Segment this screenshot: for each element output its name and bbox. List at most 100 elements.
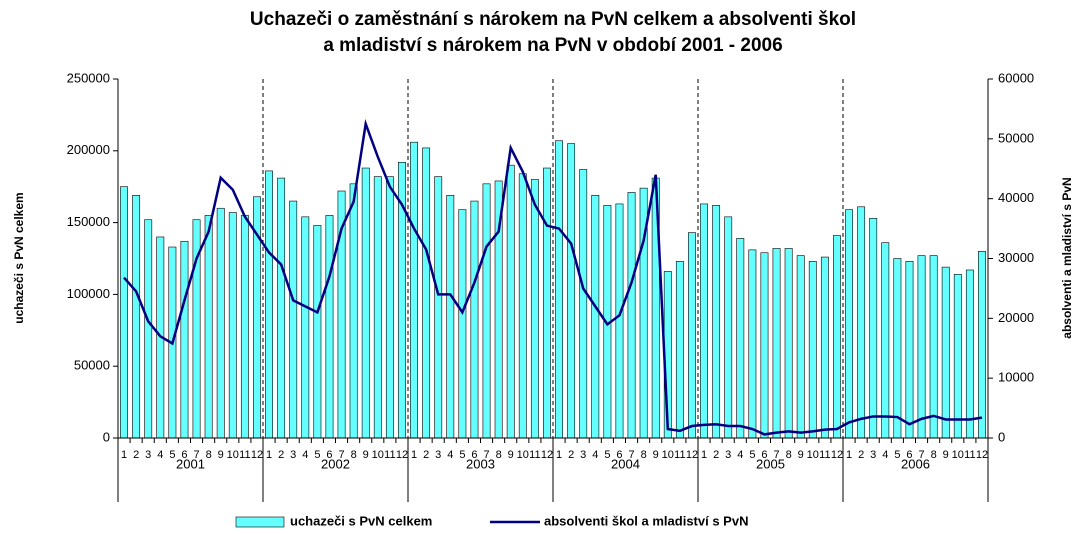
x-tick-label: 11 — [384, 449, 395, 461]
bar — [144, 219, 153, 439]
y2-tick-label: 0 — [998, 429, 1005, 444]
bar — [929, 255, 938, 439]
x-tick-label: 2 — [568, 449, 574, 461]
line — [123, 118, 983, 436]
bar — [579, 169, 588, 439]
x-tick-label: 2 — [278, 449, 284, 461]
x-tick-label: 5 — [459, 449, 465, 461]
x-tick-label: 1 — [556, 449, 562, 461]
x-tick-label: 11 — [239, 449, 250, 461]
y-tick-label: 50000 — [74, 358, 110, 373]
bar — [748, 249, 757, 439]
x-tick-label: 8 — [206, 449, 212, 461]
bar — [470, 200, 479, 439]
bar — [675, 261, 684, 439]
y2-axis-title: absolventi a mladiství s PvN — [1060, 177, 1074, 338]
bar — [228, 212, 237, 439]
x-tick-label: 7 — [193, 449, 199, 461]
y2-tick-label: 40000 — [998, 190, 1034, 205]
x-tick-label: 4 — [737, 449, 743, 461]
x-tick-label: 4 — [157, 449, 163, 461]
y-axis-title: uchazeči s PvN celkem — [12, 192, 26, 323]
bar — [857, 206, 866, 439]
x-tick-label: 9 — [508, 449, 514, 461]
x-tick-label: 12 — [831, 449, 843, 461]
chart-title: a mladiství s nárokem na PvN v období 20… — [323, 35, 782, 56]
x-tick-label: 10 — [517, 449, 529, 461]
bar — [555, 140, 563, 439]
y2-tick-label: 60000 — [998, 70, 1034, 85]
x-tick-label: 3 — [725, 449, 731, 461]
x-tick-label: 11 — [819, 449, 830, 461]
bar — [240, 215, 249, 439]
bar — [627, 192, 636, 439]
x-tick-label: 5 — [749, 449, 755, 461]
x-tick-label: 9 — [798, 449, 804, 461]
bar — [869, 217, 878, 439]
bar — [978, 251, 986, 439]
x-tick-label: 6 — [326, 449, 332, 461]
bar — [216, 207, 225, 439]
bar — [277, 177, 286, 439]
x-tick-label: 8 — [496, 449, 502, 461]
x-tick-label: 10 — [372, 449, 384, 461]
y-tick-label: 200000 — [67, 142, 110, 157]
x-tick-label: 6 — [761, 449, 767, 461]
bar — [518, 173, 527, 439]
x-tick-label: 4 — [882, 449, 888, 461]
y-tick-label: 0 — [103, 429, 110, 444]
bar — [760, 252, 769, 439]
group-label: 2003 — [466, 456, 495, 471]
bar — [385, 176, 394, 439]
bar — [120, 186, 128, 439]
x-tick-label: 9 — [653, 449, 659, 461]
x-tick-label: 6 — [181, 449, 187, 461]
bar — [941, 266, 950, 439]
bar — [736, 238, 745, 439]
group-label: 2004 — [611, 456, 640, 471]
x-tick-label: 8 — [786, 449, 792, 461]
bar — [724, 216, 733, 439]
bar — [180, 240, 189, 439]
y2-tick-label: 50000 — [998, 130, 1034, 145]
bar — [712, 205, 721, 439]
bar — [688, 232, 696, 439]
x-tick-label: 2 — [713, 449, 719, 461]
x-tick-label: 11 — [964, 449, 975, 461]
y2-tick-label: 30000 — [998, 250, 1034, 265]
bar — [820, 256, 829, 439]
x-tick-label: 3 — [290, 449, 296, 461]
bar — [313, 225, 322, 439]
x-tick-label: 7 — [338, 449, 344, 461]
x-tick-label: 1 — [411, 449, 417, 461]
bar — [446, 195, 455, 439]
bar — [772, 248, 781, 439]
bar — [591, 195, 600, 439]
x-tick-label: 1 — [846, 449, 852, 461]
x-tick-label: 5 — [169, 449, 175, 461]
legend-label: absolventi škol a mladiství s PvN — [544, 513, 748, 528]
x-tick-label: 4 — [302, 449, 308, 461]
bar — [506, 164, 515, 439]
x-tick-label: 2 — [858, 449, 864, 461]
x-tick-label: 8 — [931, 449, 937, 461]
x-tick-label: 9 — [218, 449, 224, 461]
x-tick-label: 9 — [943, 449, 949, 461]
bar — [530, 179, 539, 439]
bar — [410, 141, 418, 439]
bar — [953, 273, 962, 439]
bar — [567, 143, 576, 439]
x-tick-label: 4 — [592, 449, 598, 461]
x-tick-label: 3 — [435, 449, 441, 461]
x-tick-label: 5 — [314, 449, 320, 461]
bar — [349, 183, 358, 439]
bar — [204, 215, 213, 439]
group-label: 2005 — [756, 456, 785, 471]
x-tick-label: 12 — [686, 449, 698, 461]
bar — [893, 258, 902, 439]
bar — [325, 215, 334, 439]
bar — [905, 261, 914, 439]
bar — [434, 176, 443, 439]
x-tick-label: 1 — [121, 449, 127, 461]
